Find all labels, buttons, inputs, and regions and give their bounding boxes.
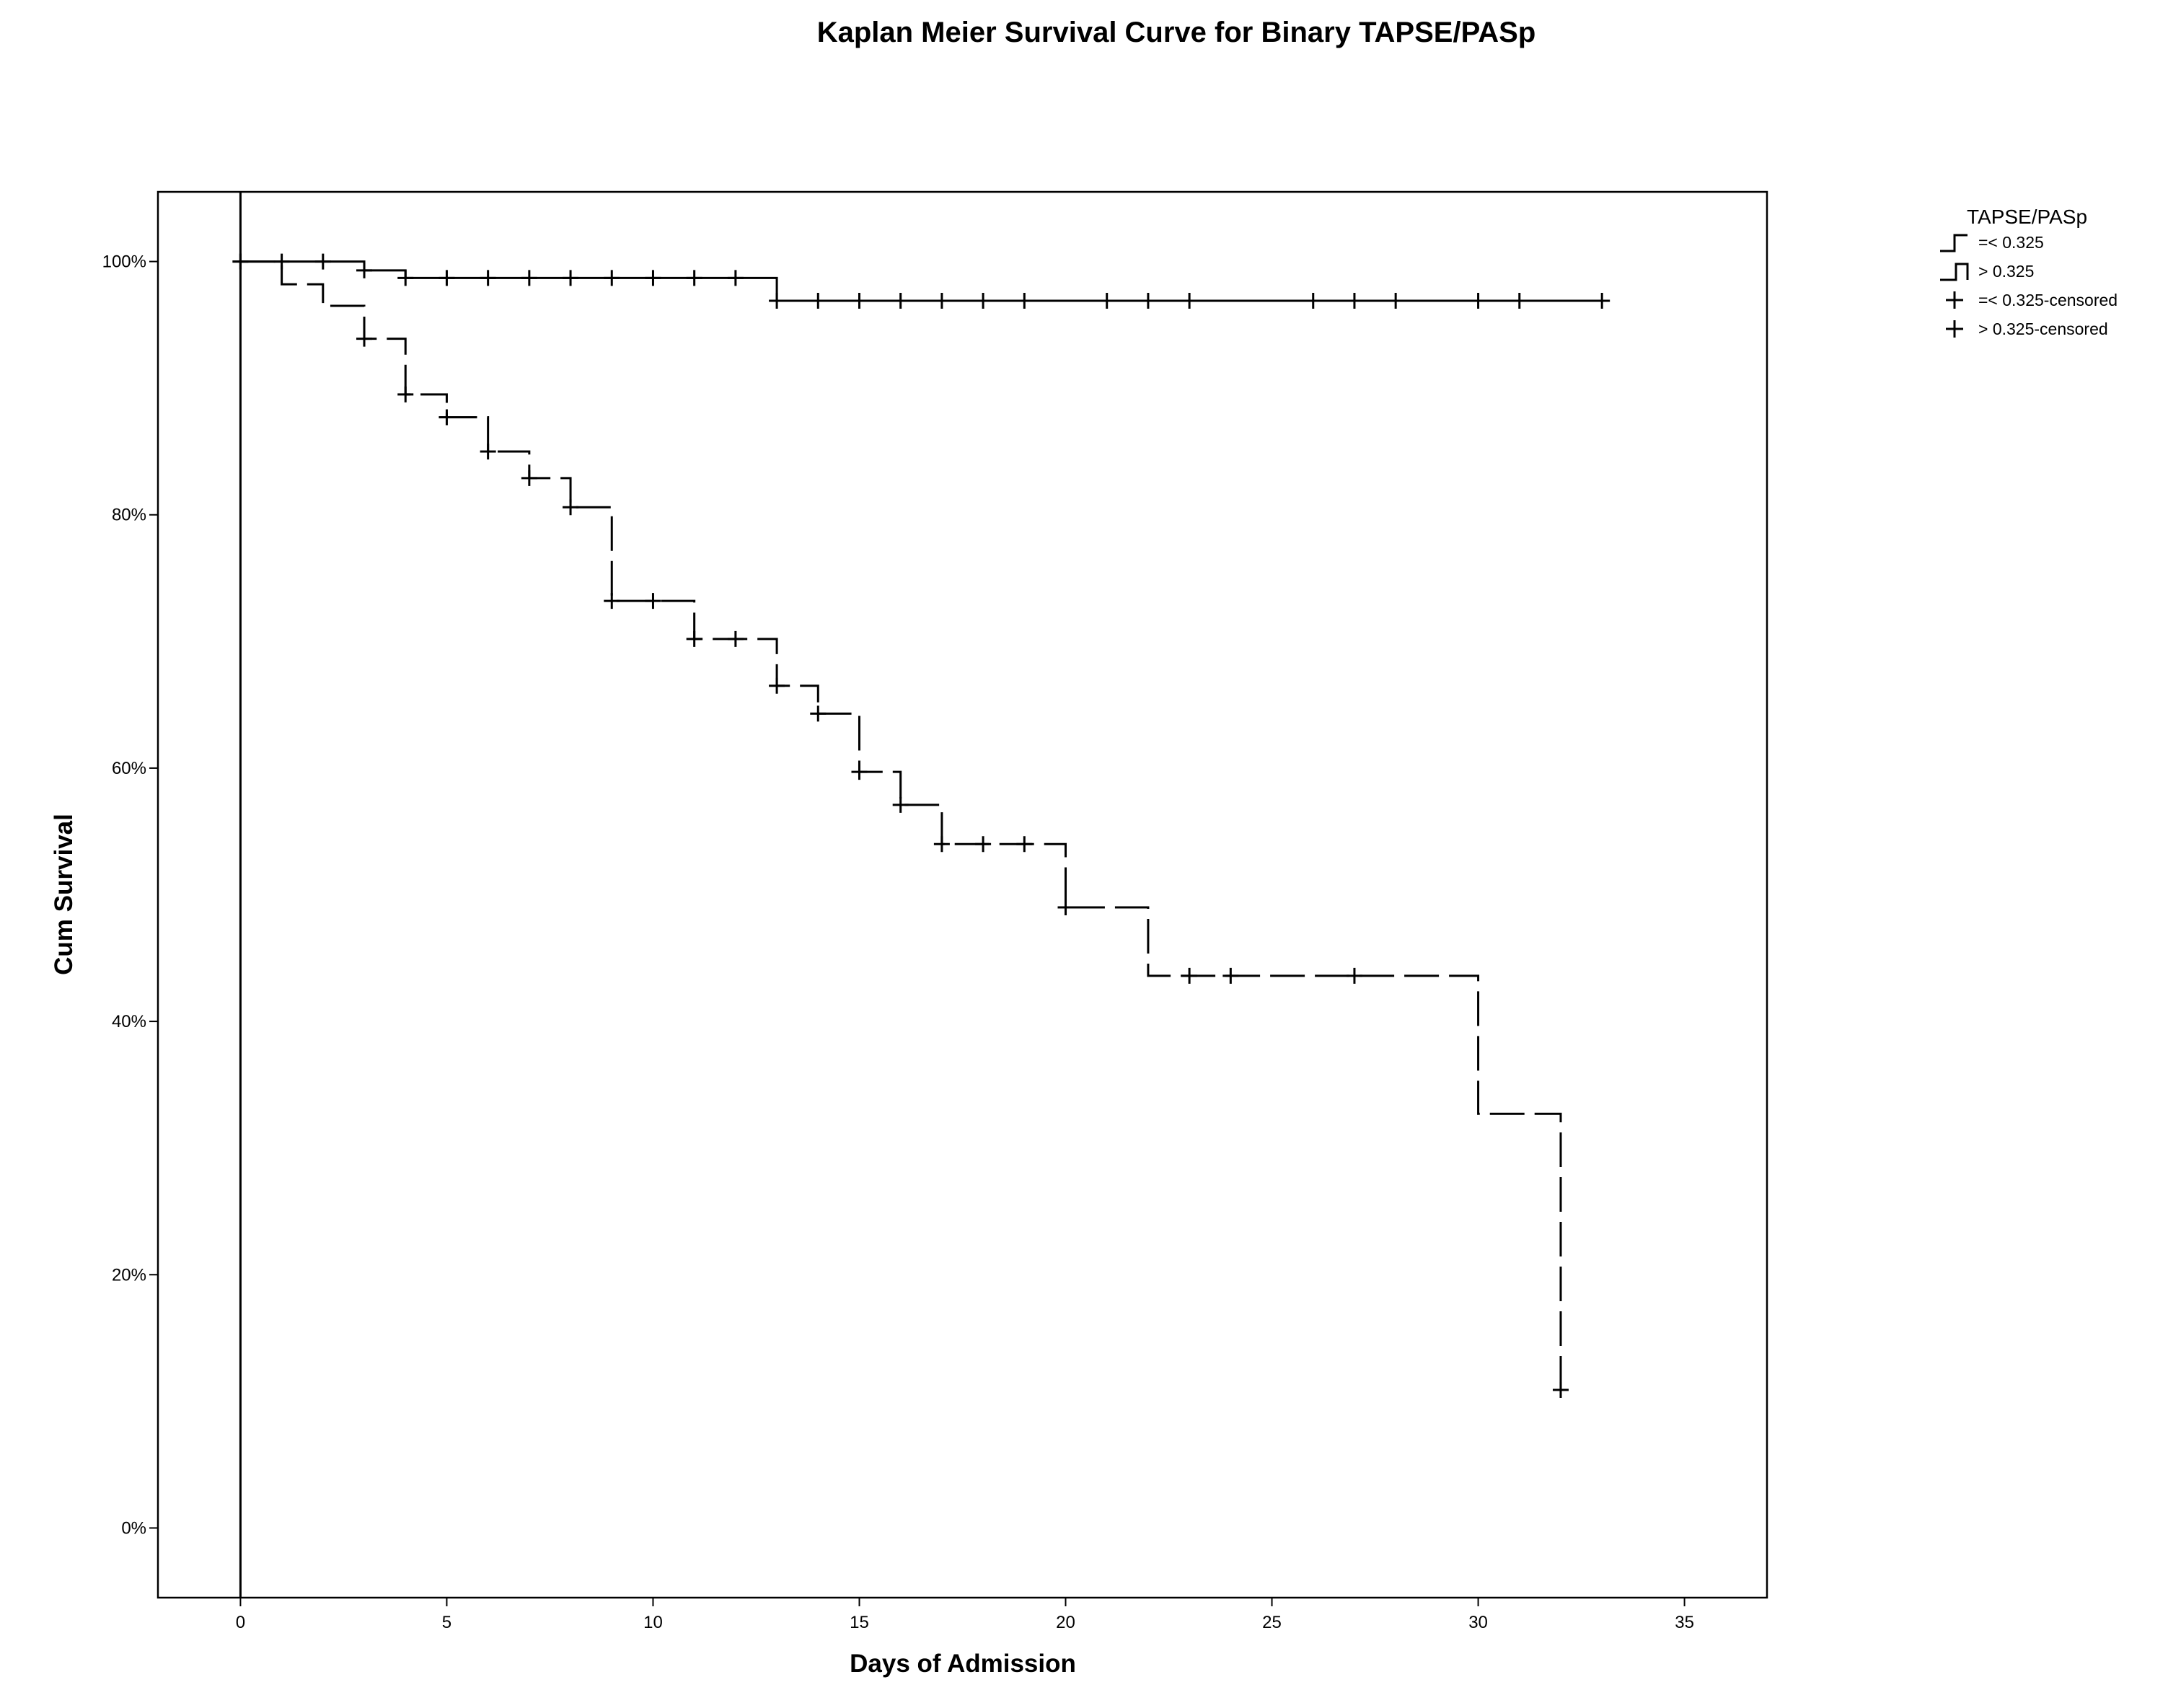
censor-mark (356, 330, 373, 347)
censor-mark (933, 836, 950, 853)
censor-mark (1181, 967, 1198, 984)
censor-mark (397, 386, 414, 402)
y-axis: 0% 20% 40% 60% 80% 100% (102, 252, 158, 1538)
x-tick-label: 35 (1675, 1613, 1694, 1632)
censor-mark (975, 293, 992, 309)
y-tick-label: 40% (112, 1012, 146, 1031)
censor-mark (1016, 836, 1033, 853)
censor-mark (480, 270, 496, 286)
censor-mark (769, 293, 785, 309)
legend: TAPSE/PASp =< 0.325 > 0.325 =< 0.325-cen… (1940, 206, 2118, 338)
censor-mark (1098, 293, 1115, 309)
legend-label: =< 0.325-censored (1978, 291, 2118, 309)
legend-item-le-0325-censored: =< 0.325-censored (1946, 291, 2118, 309)
censor-mark (1057, 899, 1074, 916)
x-tick-label: 0 (236, 1613, 245, 1632)
censor-mark (645, 270, 661, 286)
legend-label: =< 0.325 (1978, 233, 2044, 252)
censor-mark (521, 470, 537, 486)
legend-item-gt-0325: > 0.325 (1940, 262, 2034, 281)
censor-mark (439, 409, 455, 426)
y-tick-label: 20% (112, 1265, 146, 1285)
legend-label: > 0.325 (1978, 262, 2034, 281)
x-axis-label: Days of Admission (850, 1650, 1076, 1678)
censor-mark (810, 293, 827, 309)
chart-title: Kaplan Meier Survival Curve for Binary T… (817, 17, 1536, 48)
censor-mark (314, 253, 331, 270)
legend-dashed-step-icon (1940, 234, 1967, 252)
x-tick-label: 25 (1262, 1613, 1282, 1632)
x-tick-label: 10 (643, 1613, 663, 1632)
plot-frame (157, 190, 1768, 1599)
x-tick-label: 5 (442, 1613, 451, 1632)
censor-mark (1511, 293, 1528, 309)
censor-mark (1016, 293, 1033, 309)
censor-mark (397, 270, 414, 286)
y-tick-label: 0% (121, 1518, 146, 1538)
censor-mark (1346, 293, 1362, 309)
legend-plus-icon (1946, 320, 1963, 338)
censor-mark (1305, 293, 1321, 309)
legend-title: TAPSE/PASp (1967, 206, 2087, 228)
y-tick-label: 100% (102, 252, 146, 272)
legend-item-gt-0325-censored: > 0.325-censored (1946, 320, 2108, 338)
censor-mark (439, 270, 455, 286)
series-layer (232, 253, 1610, 1399)
y-tick-label: 80% (112, 506, 146, 525)
censor-mark (645, 593, 661, 609)
censor-mark (769, 677, 785, 694)
censor-mark (563, 499, 579, 516)
series-line-1 (240, 260, 1603, 302)
censor-mark (1594, 293, 1610, 309)
censor-mark (273, 253, 290, 270)
legend-item-le-0325: =< 0.325 (1940, 233, 2044, 252)
legend-label: > 0.325-censored (1978, 320, 2108, 338)
censor-mark (1181, 293, 1198, 309)
censor-mark (604, 270, 620, 286)
x-tick-label: 15 (850, 1613, 869, 1632)
censor-mark (1552, 1382, 1569, 1399)
censor-mark (810, 705, 827, 722)
legend-plus-icon (1946, 291, 1963, 309)
censor-mark (686, 270, 702, 286)
y-axis-label: Cum Survival (50, 814, 78, 975)
censor-mark (1470, 293, 1486, 309)
censor-mark (563, 270, 579, 286)
censor-mark (933, 293, 950, 309)
censor-mark (851, 293, 868, 309)
censor-mark (892, 293, 909, 309)
censor-mark (480, 443, 496, 459)
censor-mark (356, 262, 373, 278)
censor-mark (232, 253, 249, 270)
censor-mark (604, 593, 620, 609)
censor-mark (521, 270, 537, 286)
x-tick-label: 20 (1056, 1613, 1075, 1632)
censor-mark (727, 270, 744, 286)
censor-mark (686, 630, 702, 647)
censor-mark (1222, 967, 1239, 984)
x-axis: 0 5 10 15 20 25 30 35 (236, 1598, 1694, 1632)
plot-area: 0 5 10 15 20 25 30 35 0% 20% 40% 60% 80% 100% (102, 190, 1768, 1632)
legend-solid-step-icon (1940, 263, 1969, 281)
censor-mark (892, 796, 909, 813)
y-tick-label: 60% (112, 759, 146, 778)
censor-mark (727, 630, 744, 647)
censor-mark (975, 836, 992, 853)
censor-mark (851, 764, 868, 780)
x-tick-label: 30 (1468, 1613, 1488, 1632)
censor-mark (1346, 967, 1362, 984)
censor-mark (1388, 293, 1404, 309)
series-line-0 (240, 260, 1562, 1391)
censor-mark (1140, 293, 1156, 309)
